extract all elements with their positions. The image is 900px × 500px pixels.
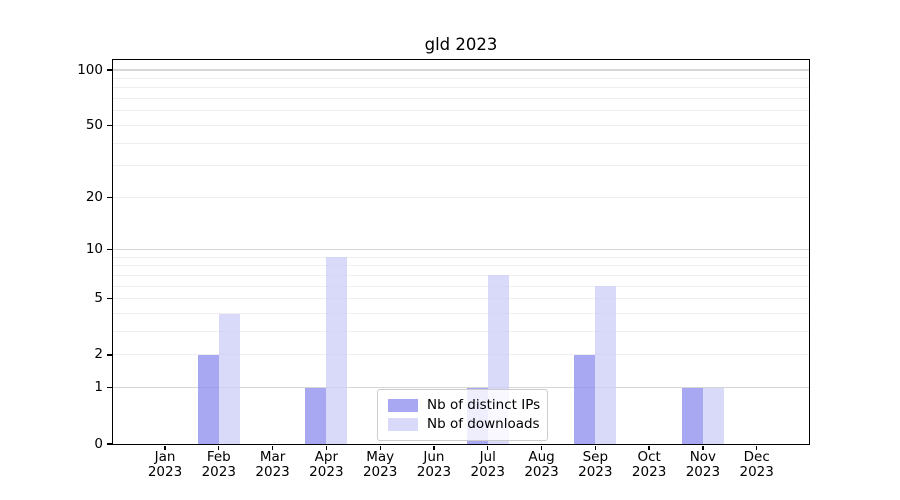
x-tick-label: Jun 2023 [416,449,452,480]
gridline-minor [113,298,809,300]
gridline-minor [113,77,809,79]
x-tick-mark [164,445,166,450]
x-tick-mark [540,445,543,450]
gridline-minor [113,87,809,89]
x-tick-label: Apr 2023 [309,449,344,480]
legend-item-downloads: Nb of downloads [388,416,540,433]
x-tick-label: Oct 2023 [631,449,667,480]
gridline-minor [113,313,809,315]
x-tick-mark [756,445,758,450]
x-tick-label: Dec 2023 [739,449,774,480]
x-tick-label: May 2023 [362,449,398,480]
y-tick-mark [106,249,112,251]
gridline-major [113,249,809,251]
x-tick-label: Sep 2023 [578,449,613,480]
x-tick-mark [325,445,328,450]
x-tick-mark [433,445,435,450]
gridline-major [113,69,809,71]
gridline-minor [113,265,809,267]
y-tick-label: 100 [77,61,103,78]
x-tick-mark [271,445,274,450]
x-tick-label: Nov 2023 [685,449,721,480]
gridline-major [113,387,809,389]
x-tick-mark [487,445,489,450]
bar-distinct-ips-sep [574,354,596,444]
y-tick-label: 5 [94,290,103,307]
x-tick-mark [702,445,704,450]
y-tick-label: 2 [94,346,103,363]
x-tick-mark [648,445,650,450]
bar-downloads-apr [326,257,348,444]
legend-swatch-downloads [388,418,418,431]
x-tick-mark [379,445,381,450]
gridline-minor [113,331,809,333]
y-tick-mark [106,124,112,127]
bar-downloads-sep [595,286,617,444]
chart-title: gld 2023 [424,35,498,54]
gridline-minor [113,196,809,198]
y-tick-mark [106,354,112,356]
gridline-minor [113,285,809,287]
y-tick-label: 10 [85,241,103,258]
gridline-minor [113,165,809,167]
bar-distinct-ips-feb [197,354,219,444]
y-tick-mark [106,196,112,198]
gridline-minor [113,256,809,258]
x-tick-label: Aug 2023 [524,449,559,480]
legend-label-distinct-ips: Nb of distinct IPs [427,397,541,413]
gridline-minor [113,274,809,276]
x-tick-label: Feb 2023 [201,449,236,480]
x-tick-mark [218,445,220,450]
y-tick-mark [106,387,112,389]
bar-distinct-ips-nov [681,387,703,444]
gridline-minor [113,124,809,126]
y-tick-mark [106,69,112,71]
legend: Nb of distinct IPs Nb of downloads [377,389,548,441]
y-tick-mark [106,443,112,445]
x-tick-label: Jan 2023 [147,449,183,480]
gridline-minor [113,98,809,100]
x-tick-label: Jul 2023 [470,449,505,480]
bar-downloads-nov [702,387,724,444]
y-tick-label: 20 [85,188,103,205]
legend-swatch-distinct-ips [388,399,418,412]
bar-downloads-feb [218,313,240,444]
gridline-minor [113,354,809,356]
legend-label-downloads: Nb of downloads [427,416,540,432]
gridline-minor [113,110,809,112]
bar-distinct-ips-apr [305,387,327,444]
y-tick-label: 50 [85,116,103,133]
x-tick-label: Mar 2023 [255,449,290,480]
y-tick-label: 0 [94,435,103,452]
legend-item-distinct-ips: Nb of distinct IPs [388,397,541,414]
y-tick-label: 1 [94,379,103,396]
x-tick-mark [594,445,596,450]
gridline-minor [113,142,809,144]
y-tick-mark [106,298,112,300]
